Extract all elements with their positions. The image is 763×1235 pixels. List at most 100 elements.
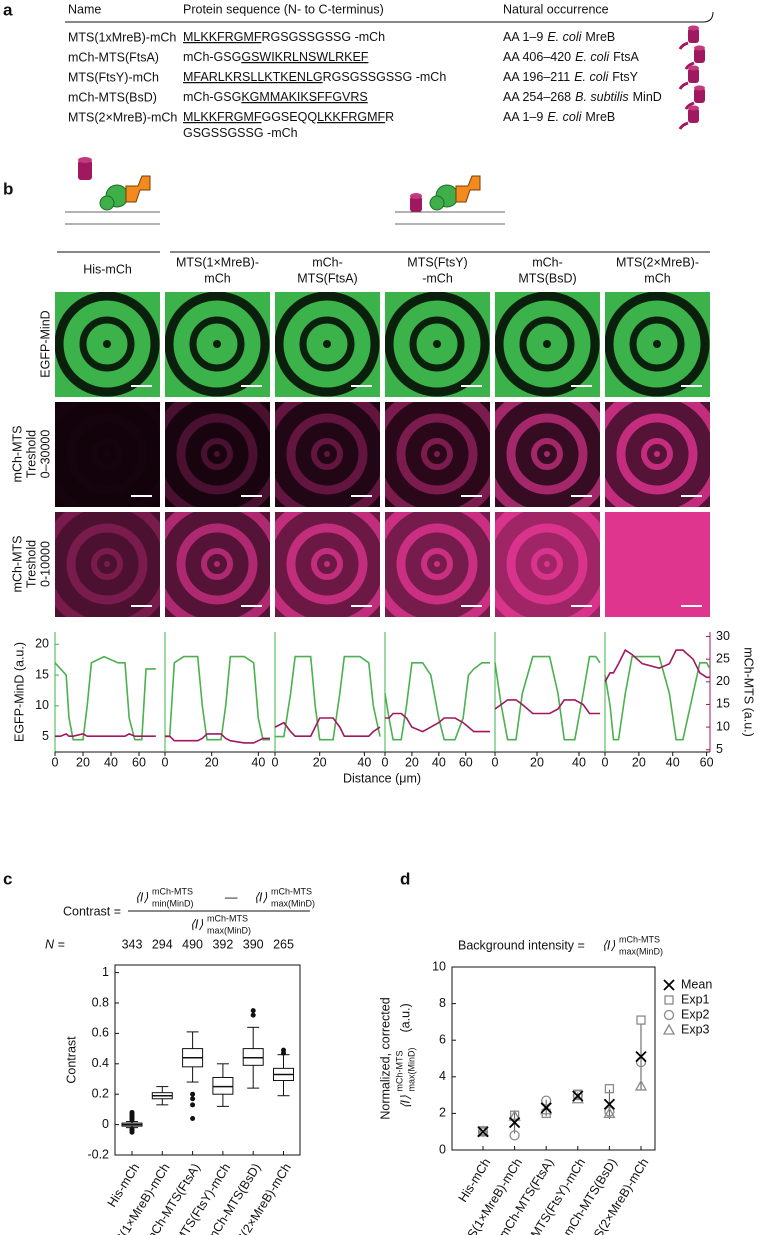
dark-ring — [519, 316, 575, 372]
bright-ring — [616, 413, 698, 495]
sequence-part: mCh-GSG — [183, 50, 241, 64]
sequence-part: MLKKFRGMF — [183, 30, 262, 44]
mch-cylinder-top — [410, 193, 422, 199]
outlier — [129, 1129, 135, 1135]
y-axis-label: EGFP-MinD (a.u.) — [12, 642, 26, 742]
micrograph — [165, 402, 270, 507]
bright-ring — [176, 523, 258, 605]
bright-dot — [654, 561, 660, 567]
profile-line — [165, 733, 270, 744]
bright-ring — [421, 438, 453, 470]
y-tick-label: 5 — [42, 729, 49, 743]
x-tick-label: 0 — [272, 755, 279, 769]
y-tick-label: 0.6 — [92, 1026, 109, 1040]
micrograph — [275, 512, 380, 617]
anchor-icon — [694, 48, 705, 63]
y-tick-label: -0.2 — [87, 1147, 109, 1161]
marker-square — [604, 1084, 615, 1094]
row-label-line: Treshold — [24, 540, 38, 588]
anchor-icon — [688, 108, 699, 123]
y2-tick-label: 15 — [716, 697, 730, 711]
occurrence: AA 1–9 E. coli MreB — [503, 30, 615, 44]
protein: MreB — [585, 110, 615, 124]
anchor-icon-top — [688, 65, 699, 71]
panel-label: b — [3, 179, 13, 198]
construct-name: MTS(1xMreB)-mCh — [68, 30, 176, 44]
mch-cylinder — [410, 196, 422, 212]
profile-line — [604, 648, 710, 683]
occurrence: AA 196–211 E. coli FtsY — [503, 70, 639, 84]
x-tick-label: 60 — [132, 755, 146, 769]
micrograph-glow — [55, 512, 160, 617]
protein: MreB — [585, 30, 615, 44]
marker-circle — [663, 1009, 675, 1021]
outlier — [129, 1117, 135, 1123]
row-label: mCh-MTS Treshold 0-10000 — [10, 536, 52, 593]
x-tick-label: 20 — [405, 755, 419, 769]
plot-frame — [114, 964, 301, 1156]
n-value: 390 — [243, 937, 264, 951]
y-tick-label: 0.4 — [92, 1056, 109, 1070]
marker-square — [541, 1108, 551, 1119]
micrograph — [605, 292, 710, 397]
micrograph — [385, 402, 490, 507]
membrane-schematic — [65, 157, 505, 225]
dark-ring — [165, 292, 270, 397]
subscript: min(MinD) — [152, 898, 194, 908]
column-label: mCh — [644, 271, 670, 285]
box — [242, 1048, 264, 1066]
panel-label: c — [3, 869, 12, 888]
bright-ring — [396, 413, 478, 495]
y-tick-label: 0.8 — [92, 995, 109, 1009]
micrograph — [55, 292, 160, 397]
micrograph-bg — [55, 402, 160, 507]
y-tick-label: 0.2 — [92, 1086, 109, 1100]
sequence-part: R — [385, 110, 394, 124]
bright-dot — [214, 451, 220, 457]
column-label: MTS(FtsY) — [407, 255, 467, 269]
y-label-line: Normalized, corrected — [378, 997, 392, 1119]
legend-label: Exp1 — [681, 992, 710, 1006]
y-label-unit: (a.u.) — [398, 1003, 412, 1032]
marker-triangle — [634, 1079, 648, 1091]
micrograph-glow — [275, 402, 380, 507]
y2-tick-label: 5 — [716, 742, 723, 756]
box — [212, 1076, 234, 1095]
organism: E. coli — [547, 30, 582, 44]
n-label: N = — [45, 937, 65, 951]
micrograph — [55, 512, 160, 617]
mind-sphere — [99, 195, 115, 211]
micrograph-glow — [165, 402, 270, 507]
outlier — [190, 1116, 196, 1122]
intensity-symbol: ⟨I⟩ — [602, 938, 615, 952]
micrograph — [605, 402, 710, 507]
sequence-part: RGSGSSGSSG -mCh — [261, 30, 385, 44]
marker-x — [508, 1116, 521, 1129]
profile-line — [384, 662, 490, 741]
panel-label: a — [3, 0, 13, 19]
n-value: 343 — [122, 937, 143, 951]
marker-circle — [604, 1106, 615, 1117]
bright-dot — [654, 451, 660, 457]
sequence-part: GSWIKRLNSWLRKEF — [241, 50, 368, 64]
sequence-part: LKKFRGMF — [317, 110, 385, 124]
occurrence: AA 1–9 E. coli MreB — [503, 110, 615, 124]
outlier — [190, 1096, 196, 1102]
x-tick-label: 40 — [104, 755, 118, 769]
residues: AA 406–420 — [503, 50, 571, 64]
marker-square — [478, 1126, 488, 1136]
micrograph-bg — [55, 512, 160, 617]
micrograph — [55, 402, 160, 507]
superscript: mCh-MTS — [207, 913, 248, 923]
outlier — [281, 1050, 286, 1056]
column-label: MTS(FtsA) — [297, 271, 357, 285]
dark-ring — [495, 292, 600, 397]
intensity-symbol: ⟨I⟩ — [254, 890, 267, 904]
row-label-line: mCh-MTS — [10, 426, 24, 483]
protein: FtsY — [612, 70, 638, 84]
profile-line — [165, 655, 270, 741]
subscript: max(MinD) — [271, 898, 315, 908]
anchor-tail — [678, 41, 689, 50]
marker-x — [663, 979, 675, 991]
